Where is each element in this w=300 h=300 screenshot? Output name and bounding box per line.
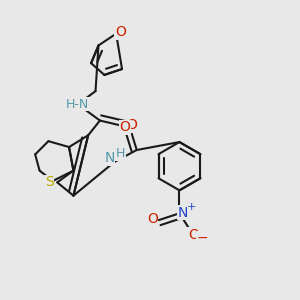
Text: O: O xyxy=(115,25,126,39)
Text: N: N xyxy=(177,206,188,220)
Text: O: O xyxy=(119,120,130,134)
Text: O: O xyxy=(126,118,137,132)
Text: O: O xyxy=(147,212,158,226)
Text: −: − xyxy=(196,231,208,245)
Text: H: H xyxy=(116,147,125,160)
Text: N: N xyxy=(104,151,115,165)
Text: H-N: H-N xyxy=(66,98,89,111)
Text: O: O xyxy=(188,228,199,242)
Text: S: S xyxy=(45,176,53,189)
Text: +: + xyxy=(187,202,196,212)
